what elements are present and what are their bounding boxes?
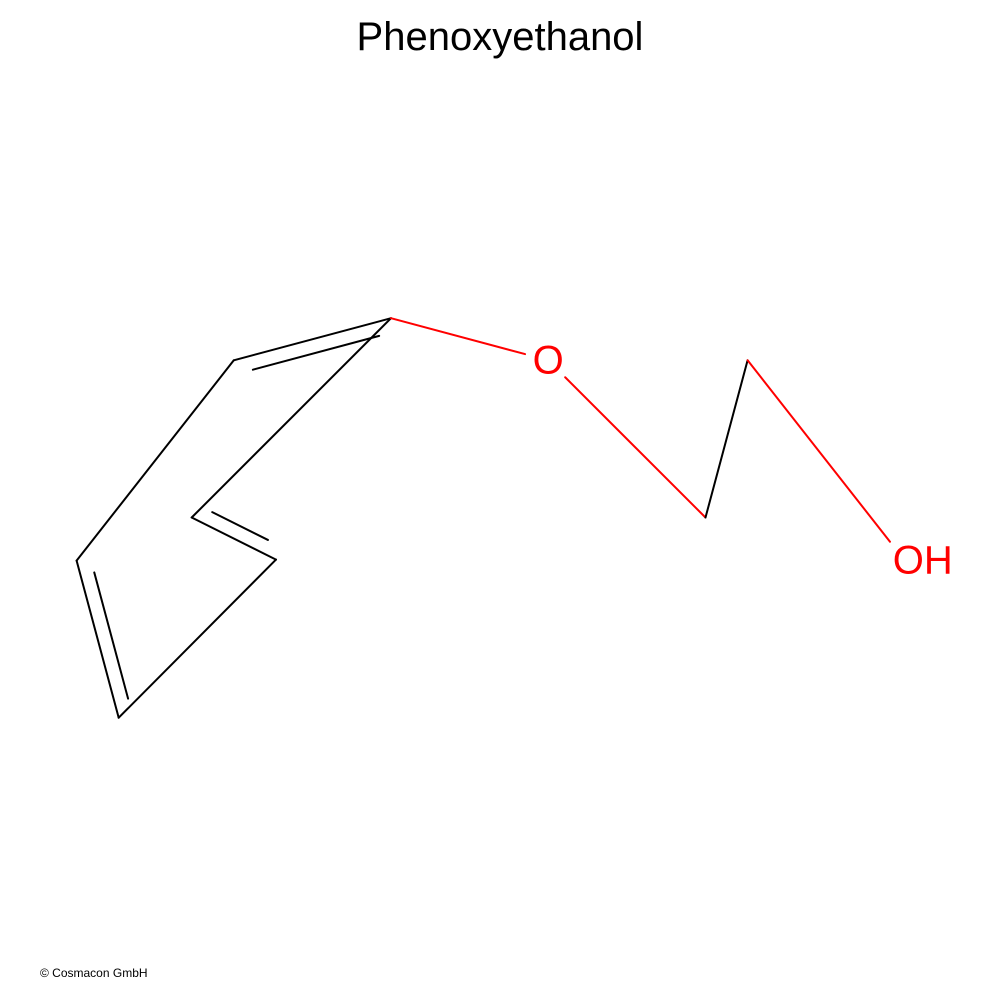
copyright-text: © Cosmacon GmbH <box>40 966 148 980</box>
molecule-diagram: O OH <box>0 0 1000 1000</box>
atom-label-O2: OH <box>893 539 953 583</box>
atom-label-O1: O <box>533 338 564 382</box>
